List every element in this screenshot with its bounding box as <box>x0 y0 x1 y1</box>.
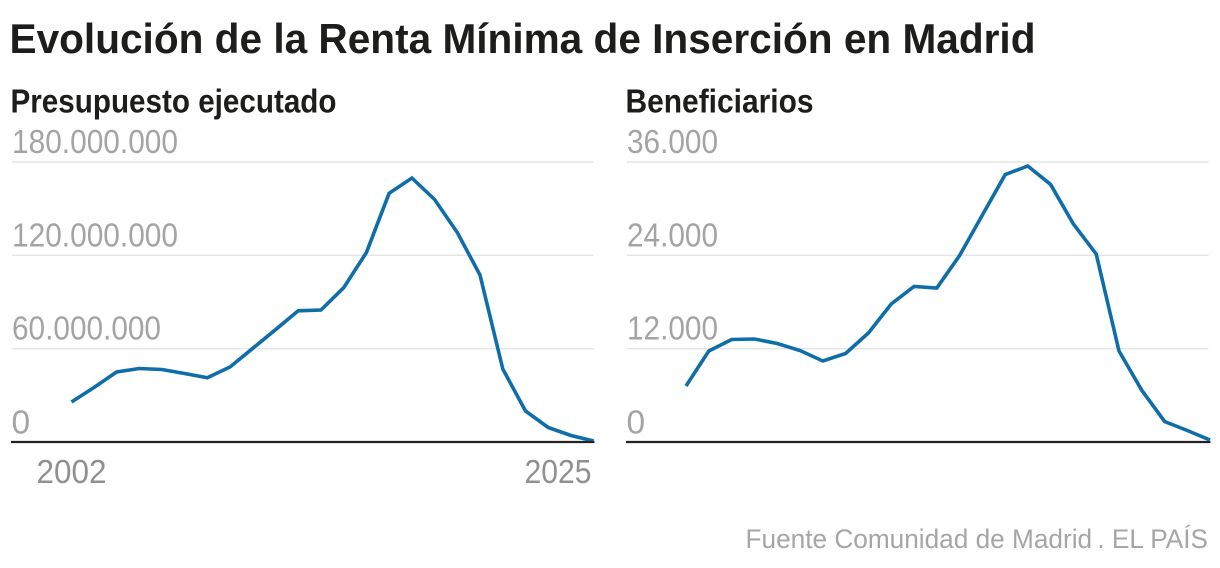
svg-text:180.000.000: 180.000.000 <box>12 124 178 161</box>
svg-text:Evolución de la Renta Mínima d: Evolución de la Renta Mínima de Inserció… <box>10 15 1036 62</box>
svg-text:12.000: 12.000 <box>627 311 718 348</box>
svg-text:Presupuesto ejecutado: Presupuesto ejecutado <box>11 83 337 120</box>
svg-text:0: 0 <box>12 404 31 441</box>
svg-text:120.000.000: 120.000.000 <box>12 217 178 254</box>
svg-text:0: 0 <box>627 404 646 441</box>
svg-text:Fuente Comunidad de Madrid . E: Fuente Comunidad de Madrid . EL PAÍS <box>746 524 1209 554</box>
svg-text:36.000: 36.000 <box>627 124 718 161</box>
svg-text:60.000.000: 60.000.000 <box>12 311 161 348</box>
svg-text:Beneficiarios: Beneficiarios <box>626 83 814 120</box>
svg-text:2025: 2025 <box>525 454 592 491</box>
svg-text:24.000: 24.000 <box>627 217 718 254</box>
svg-text:2002: 2002 <box>37 454 107 491</box>
